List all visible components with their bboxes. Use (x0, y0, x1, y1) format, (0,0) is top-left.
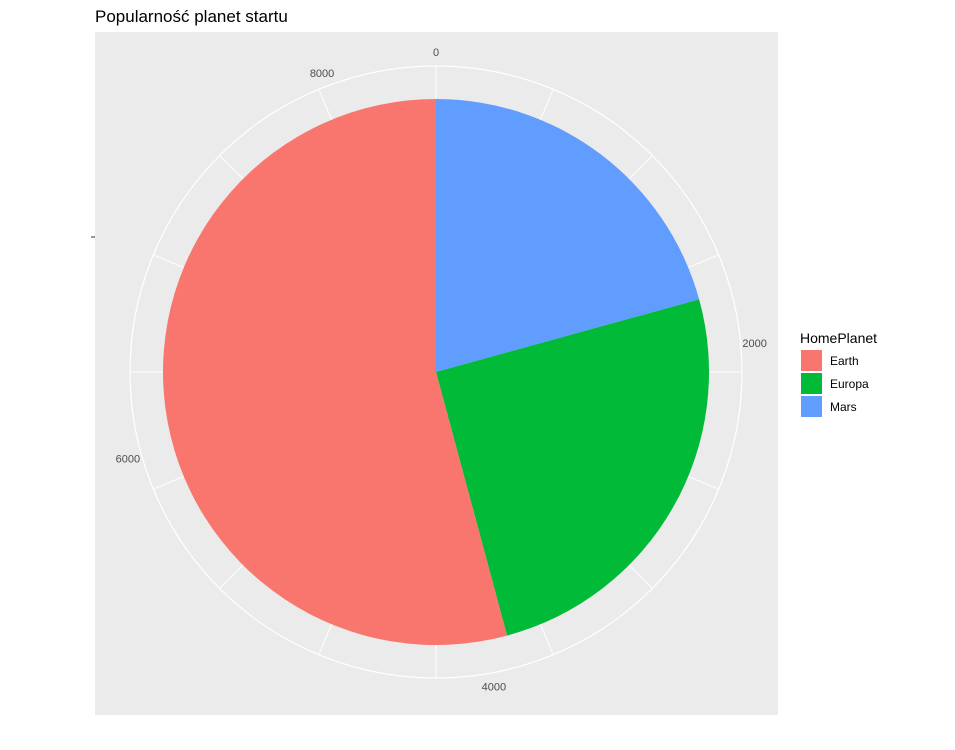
angular-tick-labels: 0 2000 4000 6000 8000 (116, 47, 767, 694)
grid-spoke (153, 476, 184, 490)
grid-spoke (628, 564, 653, 589)
grid-spoke (318, 624, 332, 655)
legend-key-mars (801, 396, 822, 417)
tick-label-0: 0 (433, 47, 439, 59)
polar-grid (129, 65, 743, 679)
legend-label-earth: Earth (830, 354, 859, 368)
tick-label-6000: 6000 (116, 453, 140, 465)
tick-label-8000: 8000 (310, 68, 334, 80)
legend-label-mars: Mars (830, 400, 857, 414)
legend-label-europa: Europa (830, 377, 869, 391)
legend-title: HomePlanet (800, 330, 877, 346)
pie-slices (163, 99, 710, 646)
grid-spoke (153, 254, 184, 268)
chart-title: Popularność planet startu (95, 7, 288, 26)
pie-slice-europa (436, 299, 710, 636)
grid-spoke (540, 624, 554, 655)
legend-key-europa (801, 373, 822, 394)
grid-spoke (219, 155, 244, 180)
legend: HomePlanet Earth Europa Mars (800, 330, 877, 417)
pie-slice-earth (163, 99, 508, 646)
grid-spoke (688, 476, 719, 490)
pie-slice-mars (436, 99, 700, 372)
tick-label-2000: 2000 (742, 338, 766, 350)
grid-spoke (318, 89, 332, 120)
grid-spoke (688, 254, 719, 268)
legend-key-earth (801, 350, 822, 371)
tick-label-4000: 4000 (482, 682, 506, 694)
grid-spoke (219, 564, 244, 589)
grid-spoke (540, 89, 554, 120)
grid-spoke (628, 155, 653, 180)
